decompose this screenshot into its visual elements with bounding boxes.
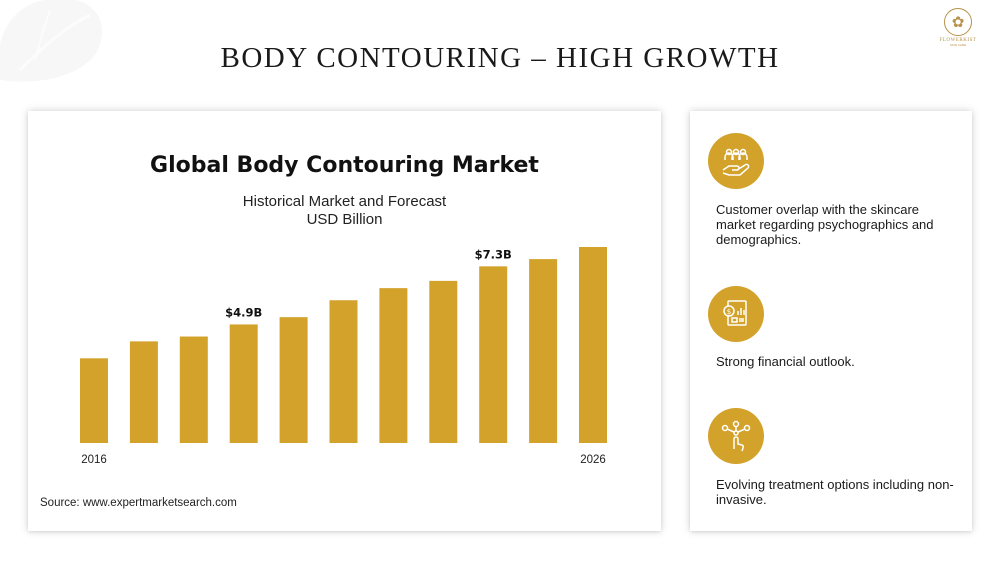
bar-2019: [229, 324, 258, 443]
bar-2024: [479, 266, 508, 443]
data-label-2019: $4.9B: [225, 305, 262, 319]
logo-sub: SKIN CARE: [949, 43, 967, 47]
leaf-watermark: [0, 0, 103, 82]
bar-2021: [329, 300, 358, 443]
x-tick-label-2016: 2016: [81, 454, 107, 466]
logo-name: FLOWERKIST: [939, 38, 977, 43]
chart-source: Source: www.expertmarketsearch.com: [40, 497, 237, 509]
bar-2025: [529, 259, 558, 443]
brand-logo: ✿ FLOWERKIST SKIN CARE: [930, 8, 986, 47]
bar-2016: [80, 358, 108, 443]
info-text-financial: Strong financial outlook.: [716, 354, 855, 369]
info-text-customer-overlap: Customer overlap with the skincare marke…: [716, 202, 934, 247]
chart-title: Global Body Contouring Market: [150, 153, 539, 178]
chart-subtitle-line1: Historical Market and Forecast: [242, 193, 447, 210]
bar-chart: 2016 $4.9B $7.3B 2026: [80, 247, 607, 466]
svg-text:$: $: [727, 308, 731, 316]
data-label-2024: $7.3B: [475, 247, 512, 261]
x-tick-label-2026: 2026: [580, 454, 606, 466]
info-text-treatment: Evolving treatment options including non…: [716, 477, 954, 507]
bar-2023: [429, 280, 458, 443]
chart-card: Global Body Contouring Market Historical…: [28, 111, 661, 531]
bar-2017: [129, 341, 158, 443]
info-card: Customer overlap with the skincare marke…: [690, 111, 972, 531]
bar-2018: [179, 336, 208, 443]
chart-subtitle-line2: USD Billion: [306, 211, 383, 228]
chart-subtitle: Historical Market and Forecast USD Billi…: [28, 193, 661, 229]
bar-2020: [279, 317, 308, 443]
financial-report-icon: $: [708, 286, 764, 342]
bar-2026: [579, 247, 607, 443]
page-title: BODY CONTOURING – HIGH GROWTH: [220, 42, 780, 74]
bar-2022: [379, 288, 408, 443]
touch-network-icon: [708, 408, 764, 464]
customers-hand-icon: [708, 133, 764, 189]
flower-logo-icon: ✿: [944, 8, 972, 36]
